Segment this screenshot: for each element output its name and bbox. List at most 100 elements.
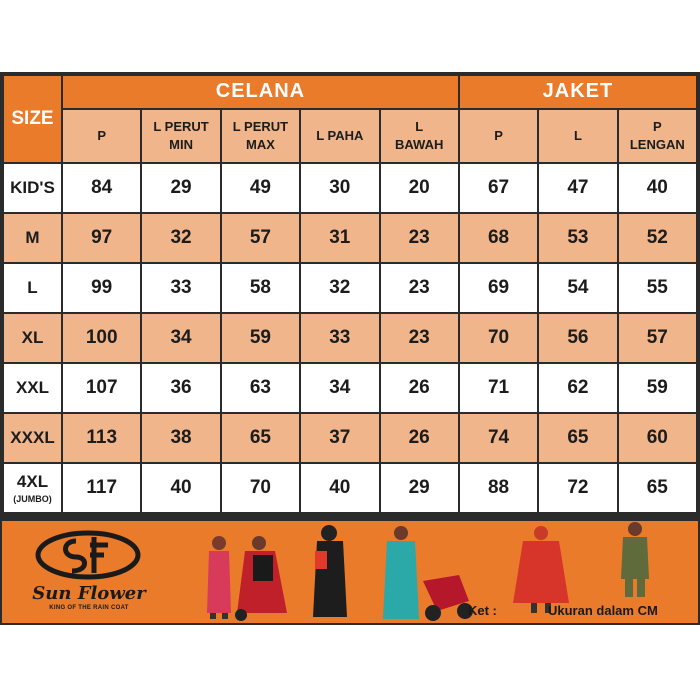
celana-value-cell: 38	[142, 414, 220, 462]
celana-value-cell: 63	[221, 364, 300, 412]
celana-value-cell: 32	[142, 214, 220, 262]
size-label: KID'S	[10, 178, 55, 197]
model-pink-raincoat	[207, 536, 231, 619]
column-header-line1: L PAHA	[316, 127, 364, 143]
celana-value-cell: 32	[301, 264, 379, 312]
size-label: XXXL	[10, 428, 55, 447]
celana-value-cell: 59	[221, 314, 300, 362]
jaket-value-cell: 65	[618, 464, 696, 512]
column-header-line1: L	[415, 118, 424, 134]
celana-group-header: CELANA	[63, 76, 458, 108]
jaket-column-header-3: P LENGAN	[618, 109, 696, 162]
jaket-value-cell: 88	[459, 464, 538, 512]
sun-flower-logo-mark	[35, 530, 141, 580]
column-header-line1: P	[652, 118, 662, 134]
celana-value-cell: 33	[301, 314, 379, 362]
column-header-line1: P	[97, 127, 107, 143]
column-header-line1: L PERUT	[153, 118, 209, 134]
brand-tagline: KING OF THE RAIN COAT	[49, 605, 129, 611]
celana-value-cell: 23	[380, 214, 458, 262]
brand-footer: Sun Flower KING OF THE RAIN COAT	[2, 521, 698, 623]
column-header-line1: L PERUT	[232, 118, 289, 134]
celana-value-cell: 34	[301, 364, 379, 412]
size-label: 4XL	[16, 472, 49, 491]
size-label: XXL	[15, 378, 50, 397]
size-label-cell: XXXL	[4, 414, 61, 462]
celana-value-cell: 49	[221, 164, 300, 212]
celana-value-cell: 84	[63, 164, 141, 212]
celana-value-cell: 58	[221, 264, 300, 312]
celana-value-cell: 34	[142, 314, 220, 362]
size-label-cell: XL	[4, 314, 61, 362]
jaket-value-cell: 40	[618, 164, 696, 212]
jaket-value-cell: 55	[618, 264, 696, 312]
measurement-header-row: P L PERUT MIN L PERUT MAX L PAHA L BAWAH P L P LENG…	[4, 109, 696, 162]
jaket-value-cell: 54	[539, 264, 617, 312]
size-label-cell: 4XL (JUMBO)	[4, 464, 61, 512]
size-table-body: KID'S 84 29 49 30 20 67 47 40 M 97 32 57 31 23 68 53 52 L 9…	[4, 164, 696, 512]
table-row: 4XL (JUMBO) 117 40 70 40 29 88 72 65	[4, 464, 696, 512]
celana-value-cell: 40	[142, 464, 220, 512]
raincoat-models-photo	[207, 522, 649, 621]
jaket-column-header-2: L	[539, 109, 617, 162]
jaket-value-cell: 59	[618, 364, 696, 412]
celana-value-cell: 97	[63, 214, 141, 262]
column-header-line2: BAWAH	[394, 136, 444, 152]
brand-name: Sun Flower	[32, 583, 146, 604]
table-row: XL 100 34 59 33 23 70 56 57	[4, 314, 696, 362]
celana-value-cell: 57	[221, 214, 300, 262]
jaket-value-cell: 53	[539, 214, 617, 262]
celana-column-header-3: L PERUT MAX	[221, 109, 300, 162]
celana-value-cell: 30	[301, 164, 379, 212]
table-row: XXL 107 36 63 34 26 71 62 59	[4, 364, 696, 412]
size-label-cell: XXL	[4, 364, 61, 412]
table-row: XXXL 113 38 65 37 26 74 65 60	[4, 414, 696, 462]
jaket-value-cell: 71	[459, 364, 538, 412]
celana-value-cell: 107	[63, 364, 141, 412]
jaket-column-header-1: P	[459, 109, 538, 162]
jaket-value-cell: 72	[539, 464, 617, 512]
celana-column-header-4: L PAHA	[301, 109, 379, 162]
brand-logo: Sun Flower KING OF THE RAIN COAT	[14, 527, 164, 617]
jaket-value-cell: 69	[459, 264, 538, 312]
model-black-coat	[313, 525, 347, 617]
column-header-line1: P	[494, 127, 503, 143]
size-sublabel: (JUMBO)	[13, 494, 52, 504]
celana-column-header-5: L BAWAH	[380, 109, 458, 162]
size-label: L	[27, 278, 38, 297]
jaket-value-cell: 62	[539, 364, 617, 412]
celana-value-cell: 31	[301, 214, 379, 262]
size-label-cell: M	[4, 214, 61, 262]
column-header-line1: L	[573, 127, 582, 143]
celana-column-header-2: L PERUT MIN	[142, 109, 220, 162]
model-red-poncho	[513, 526, 569, 613]
note-label: Ket :	[468, 603, 497, 618]
celana-value-cell: 29	[380, 464, 458, 512]
celana-value-cell: 26	[380, 414, 458, 462]
model-teal-coat-motorbike	[383, 526, 473, 621]
celana-value-cell: 65	[221, 414, 300, 462]
table-row: L 99 33 58 32 23 69 54 55	[4, 264, 696, 312]
jaket-group-header: JAKET	[459, 76, 696, 108]
column-header-line2: LENGAN	[629, 136, 685, 152]
jaket-value-cell: 65	[539, 414, 617, 462]
celana-value-cell: 113	[63, 414, 141, 462]
column-header-line2: MIN	[169, 136, 193, 152]
celana-value-cell: 26	[380, 364, 458, 412]
size-label-cell: L	[4, 264, 61, 312]
celana-value-cell: 29	[142, 164, 220, 212]
celana-value-cell: 36	[142, 364, 220, 412]
celana-value-cell: 40	[301, 464, 379, 512]
jaket-value-cell: 67	[459, 164, 538, 212]
size-label: XL	[21, 328, 44, 347]
table-row: M 97 32 57 31 23 68 53 52	[4, 214, 696, 262]
celana-value-cell: 117	[63, 464, 141, 512]
jaket-value-cell: 56	[539, 314, 617, 362]
size-column-header: SIZE	[4, 76, 61, 162]
celana-value-cell: 99	[63, 264, 141, 312]
celana-column-header-1: P	[63, 109, 141, 162]
jaket-value-cell: 60	[618, 414, 696, 462]
jaket-value-cell: 68	[459, 214, 538, 262]
